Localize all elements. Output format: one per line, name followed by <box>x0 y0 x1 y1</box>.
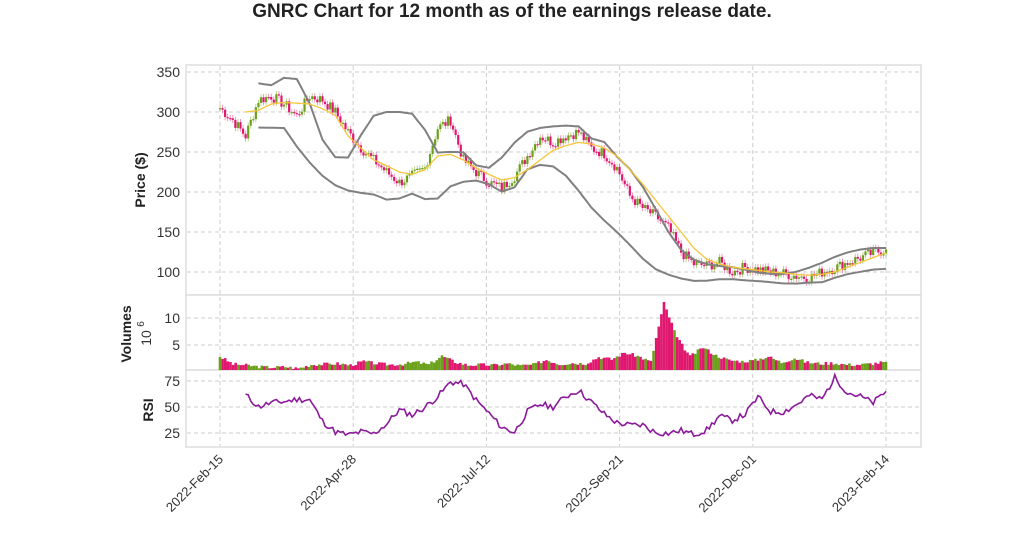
price-ytick: 100 <box>157 264 181 280</box>
volume-y-ticks: 10 5 <box>164 310 180 353</box>
xtick-label: 2022-Dec-01 <box>695 452 759 516</box>
xtick-label: 2022-Jul-12 <box>434 452 493 511</box>
rsi-ytick: 75 <box>164 373 180 389</box>
volume-ytick: 5 <box>172 337 180 353</box>
x-ticks: 2022-Feb-15 2022-Apr-28 2022-Jul-12 2022… <box>163 452 892 516</box>
price-ytick: 200 <box>157 184 181 200</box>
volume-ytick: 10 <box>164 310 180 326</box>
price-panel <box>185 64 922 296</box>
volume-panel <box>185 294 922 371</box>
price-ytick: 150 <box>157 224 181 240</box>
price-ytick: 350 <box>157 64 181 80</box>
price-series <box>218 76 888 286</box>
xtick-label: 2022-Feb-15 <box>163 452 226 515</box>
price-y-ticks: 350 300 250 200 150 100 <box>157 64 181 280</box>
rsi-ytick: 50 <box>164 399 180 415</box>
grid-lines <box>187 66 920 446</box>
price-ytick: 300 <box>157 104 181 120</box>
xtick-label: 2022-Sep-21 <box>562 452 626 516</box>
volume-bars <box>218 301 888 370</box>
price-ylabel: Price ($) <box>132 152 148 207</box>
volume-ylabel: Volumes <box>118 305 134 363</box>
rsi-ylabel: RSI <box>140 398 156 421</box>
chart-title: GNRC Chart for 12 month as of the earnin… <box>252 1 772 22</box>
xtick-label: 2023-Feb-14 <box>829 452 892 515</box>
rsi-line <box>245 372 887 438</box>
xtick-label: 2022-Apr-28 <box>297 452 359 514</box>
price-ytick: 250 <box>157 144 181 160</box>
volume-scale-label: 10 6 <box>136 321 154 346</box>
rsi-ytick: 25 <box>164 425 180 441</box>
rsi-y-ticks: 75 50 25 <box>164 373 180 441</box>
volume-scale-base: 10 <box>138 330 154 346</box>
volume-scale-exponent: 6 <box>136 321 147 327</box>
